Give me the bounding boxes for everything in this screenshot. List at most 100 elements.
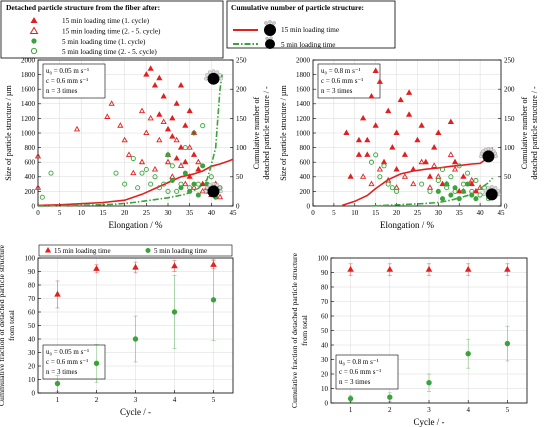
data-point	[435, 129, 442, 136]
data-point	[451, 158, 459, 165]
particle-icon	[479, 147, 498, 163]
x-tick-label: 2	[95, 396, 99, 404]
x-tick-label: 1	[349, 406, 353, 414]
data-point	[173, 155, 180, 161]
legend-frame	[38, 244, 233, 257]
data-point	[469, 188, 475, 194]
y-tick-label: 800	[300, 144, 311, 152]
data-point	[431, 162, 438, 168]
data-point	[200, 163, 206, 169]
series-circle-filled	[54, 259, 217, 392]
y-tick-label: 200	[25, 188, 36, 196]
legend-item-label: 5 min loading time (1. cycle)	[62, 38, 146, 46]
data-point	[364, 136, 371, 143]
y-tick-label: 60	[28, 308, 36, 316]
y2-tick-label: 0	[236, 202, 240, 210]
y2-axis-label: detached particle structure / -	[530, 86, 539, 180]
data-point	[160, 92, 167, 99]
particle-icon	[265, 36, 275, 49]
data-point	[456, 196, 462, 202]
particle-icon	[482, 185, 502, 201]
data-point	[174, 188, 180, 194]
annotation-line: u₀ = 0.8 m s⁻¹	[321, 67, 361, 75]
y-tick-label: 80	[321, 283, 329, 291]
data-point	[143, 71, 150, 77]
data-point	[199, 187, 206, 194]
chart-top-left: 0 5 10 15 20 25 30 35 40 450200400600800100012001…	[4, 56, 271, 230]
particle-fiber	[493, 186, 498, 190]
data-point	[444, 185, 450, 191]
annotation-line: n = 3 times	[339, 378, 371, 386]
series-triangle-filled	[54, 260, 217, 309]
data-point	[156, 185, 162, 191]
y-tick-label: 200	[300, 188, 311, 196]
data-point	[164, 158, 172, 165]
particle-fiber	[218, 73, 222, 77]
data-point	[93, 265, 100, 271]
y-axis-label: Cumulative fraction of detached particle…	[290, 252, 299, 408]
series-triangle-open	[34, 100, 224, 200]
particle-fiber	[494, 154, 498, 159]
particle-fiber	[479, 151, 484, 156]
x-tick-label: 15	[100, 209, 108, 217]
data-point	[186, 144, 193, 150]
x-tick-label: 10	[78, 209, 86, 217]
y-tick-label: 0	[32, 202, 36, 210]
data-point	[143, 129, 150, 136]
data-point	[447, 118, 454, 125]
legend-top-left: Detached particle structure from the fib…	[0, 0, 224, 59]
annotation-box: u₀ = 0.8 m s⁻¹ c = 0.6 mm s⁻¹ n = 3 times	[317, 63, 381, 99]
y2-tick-label: 150	[504, 115, 515, 123]
data-point	[477, 184, 484, 190]
y-tick-label: 70	[28, 295, 36, 303]
data-point	[182, 180, 189, 187]
data-point	[504, 265, 511, 272]
data-point	[452, 185, 458, 191]
x-tick-label: 40	[208, 209, 216, 217]
x-tick-label: 1	[56, 396, 60, 404]
data-point	[138, 158, 146, 165]
particle-fiber	[486, 147, 491, 151]
x-axis-label: Elongation / %	[109, 220, 163, 230]
data-point	[130, 156, 136, 162]
y-tick-label: 30	[321, 356, 329, 364]
y-tick-label: 800	[25, 144, 36, 152]
cumulative-line	[341, 147, 494, 207]
particle-fiber	[493, 151, 498, 156]
data-point	[208, 174, 214, 180]
x-tick-label: 15	[372, 209, 380, 217]
data-point	[419, 181, 425, 187]
y-tick-label: 400	[300, 173, 311, 181]
y-tick-label: 40	[28, 335, 36, 343]
particle-fiber	[215, 183, 220, 187]
legend-item-label: 15 min loading time (2. - 5. cycle)	[62, 28, 161, 36]
x-tick-label: 20	[393, 209, 401, 217]
data-point	[373, 152, 379, 158]
y2-axis-label: Cumulative number of	[520, 96, 529, 169]
y-tick-label: 1800	[21, 71, 36, 79]
data-point	[464, 265, 472, 272]
y2-tick-label: 50	[236, 173, 244, 181]
data-point	[439, 180, 446, 187]
x-tick-label: 5	[212, 396, 216, 404]
data-point	[139, 170, 145, 176]
x-tick-label: 40	[477, 209, 485, 217]
data-point	[393, 129, 400, 136]
y-tick-label: 90	[28, 268, 36, 276]
data-point	[418, 158, 425, 165]
data-point	[426, 184, 434, 190]
particle-fiber	[204, 76, 208, 81]
data-point	[376, 78, 383, 84]
particle-icon	[204, 69, 223, 85]
annotation-box: u₀ = 0.05 m s⁻¹ c = 0.6 mm s⁻¹ n = 3 times	[42, 344, 106, 380]
particle-fiber	[496, 188, 501, 193]
y-tick-label: 400	[25, 173, 36, 181]
y2-tick-label: 50	[504, 173, 512, 181]
particle-fiber	[483, 147, 488, 152]
data-point	[504, 340, 511, 347]
data-point	[385, 107, 392, 114]
data-point	[468, 180, 475, 187]
data-point	[431, 144, 438, 150]
x-tick-label: 4	[173, 396, 177, 404]
